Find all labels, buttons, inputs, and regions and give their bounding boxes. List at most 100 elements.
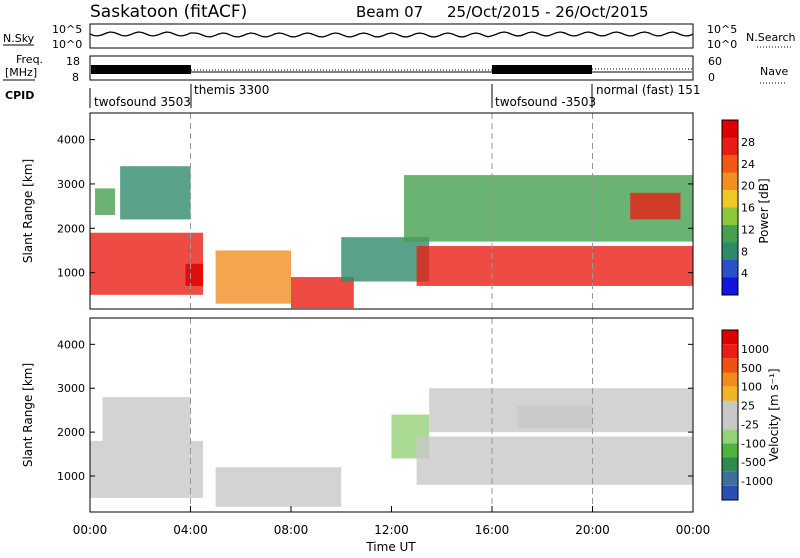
velocity-ytick-label-1: 2000 bbox=[57, 426, 85, 439]
velocity-panel: 1000 2000 3000 4000 Slant Range [km] 1000 50… bbox=[21, 317, 781, 554]
date-range: 25/Oct/2015 - 26/Oct/2015 bbox=[447, 3, 649, 21]
cpid-panel: CPID twofsound 3503 themis 3300 twofsoun… bbox=[5, 83, 700, 109]
station-title: Saskatoon (fitACF) bbox=[90, 2, 247, 22]
power-colorbar-band-5 bbox=[722, 190, 738, 208]
velocity-ytick-label-2: 3000 bbox=[57, 382, 85, 395]
nsky-tick-top: 10^5 bbox=[52, 23, 82, 36]
freq-block-1 bbox=[91, 65, 191, 74]
x-tick-label-6: 00:00 bbox=[676, 523, 711, 537]
velocity-colorbar-frame bbox=[721, 329, 739, 501]
power-region-0 bbox=[90, 232, 204, 295]
nsearch-tick-top: 10^5 bbox=[707, 23, 737, 36]
velocity-colorbar-band-3 bbox=[722, 443, 738, 458]
power-colorbar-band-3 bbox=[722, 225, 738, 243]
freq-panel: Freq. [MHz] 18 8 60 0 Nave bbox=[3, 53, 788, 84]
nave-label: Nave bbox=[760, 65, 788, 78]
x-tick-label-2: 08:00 bbox=[274, 523, 309, 537]
beam-label: Beam 07 bbox=[356, 3, 423, 21]
velocity-colorbar: 1000 500 100 25 -25 -100 -500 -1000 bbox=[721, 329, 773, 501]
cpid-label: CPID bbox=[5, 89, 34, 102]
power-panel: 1000 2000 3000 4000 Slant Range [km] 4 8 12 16… bbox=[21, 112, 771, 310]
velocity-colorbar-band-9 bbox=[722, 358, 738, 373]
velocity-region-6 bbox=[517, 405, 593, 428]
velocity-colorbar-band-8 bbox=[722, 372, 738, 387]
velocity-colorbar-band-7 bbox=[722, 386, 738, 401]
power-region-3 bbox=[120, 166, 191, 220]
power-ylabel: Slant Range [km] bbox=[21, 159, 35, 263]
nave-tick-top: 60 bbox=[708, 55, 722, 68]
power-colorbar-band-7 bbox=[722, 155, 738, 173]
x-tick-label-1: 04:00 bbox=[173, 523, 208, 537]
nsky-trace bbox=[89, 31, 694, 38]
power-colorbar-tick-3: 16 bbox=[741, 202, 755, 215]
velocity-colorbar-band-6 bbox=[722, 400, 738, 415]
nave-tick-bottom: 0 bbox=[708, 71, 715, 84]
power-ytick-label-3: 4000 bbox=[57, 134, 85, 147]
power-colorbar-tick-1: 8 bbox=[741, 245, 748, 258]
nsky-tick-bottom: 10^0 bbox=[52, 38, 82, 51]
velocity-colorbar-tick-5: -100 bbox=[741, 437, 766, 450]
power-colorbar-tick-5: 24 bbox=[741, 158, 755, 171]
power-region-6 bbox=[341, 237, 430, 282]
power-ytick-label-2: 3000 bbox=[57, 178, 85, 191]
power-ytick-label-1: 2000 bbox=[57, 222, 85, 235]
cpid-segment-4: normal (fast) 151 bbox=[596, 83, 700, 97]
velocity-region-4 bbox=[416, 436, 693, 485]
power-ytick-label-0: 1000 bbox=[57, 267, 85, 280]
power-colorbar-band-8 bbox=[722, 137, 738, 155]
power-colorbar-frame bbox=[721, 119, 739, 296]
power-colorbar-tick-4: 20 bbox=[741, 180, 755, 193]
x-tick-label-5: 20:00 bbox=[575, 523, 610, 537]
velocity-region-1 bbox=[102, 397, 191, 441]
velocity-colorbar-band-10 bbox=[722, 344, 738, 359]
nsky-panel: N.Sky 10^5 10^0 10^5 10^0 N.Search bbox=[3, 23, 796, 51]
power-region-2 bbox=[95, 188, 116, 215]
velocity-ytick-label-3: 4000 bbox=[57, 338, 85, 351]
power-colorbar-band-1 bbox=[722, 260, 738, 278]
velocity-colorbar-label: Velocity [m s⁻¹] bbox=[767, 368, 781, 461]
power-colorbar-tick-6: 28 bbox=[741, 136, 755, 149]
power-region-9 bbox=[630, 192, 681, 220]
freq-label: Freq. bbox=[16, 53, 43, 66]
velocity-colorbar-tick-7: -1000 bbox=[741, 475, 773, 488]
x-tick-label-3: 12:00 bbox=[374, 523, 409, 537]
nsky-label: N.Sky bbox=[3, 32, 35, 45]
velocity-colorbar-tick-6: -500 bbox=[741, 456, 766, 469]
nsearch-tick-bottom: 10^0 bbox=[707, 38, 737, 51]
cpid-segment-3: twofsound -3503 bbox=[495, 95, 596, 109]
velocity-region-2 bbox=[215, 467, 342, 507]
cpid-segment-2: themis 3300 bbox=[194, 83, 269, 97]
velocity-ytick-label-0: 1000 bbox=[57, 470, 85, 483]
velocity-ylabel: Slant Range [km] bbox=[21, 363, 35, 467]
velocity-colorbar-band-5 bbox=[722, 415, 738, 430]
velocity-colorbar-band-4 bbox=[722, 429, 738, 444]
power-region-1 bbox=[185, 263, 204, 286]
freq-unit: [MHz] bbox=[5, 66, 37, 79]
power-colorbar-tick-2: 12 bbox=[741, 223, 755, 236]
velocity-colorbar-tick-2: 100 bbox=[741, 381, 762, 394]
velocity-colorbar-tick-3: 25 bbox=[741, 400, 755, 413]
freq-tick-bottom: 8 bbox=[72, 71, 79, 84]
velocity-colorbar-tick-1: 500 bbox=[741, 362, 762, 375]
power-colorbar-band-6 bbox=[722, 172, 738, 190]
power-colorbar-tick-0: 4 bbox=[741, 267, 748, 280]
power-region-5 bbox=[291, 277, 354, 309]
freq-block-2 bbox=[492, 65, 592, 74]
velocity-colorbar-tick-4: -25 bbox=[741, 418, 759, 431]
velocity-colorbar-band-2 bbox=[722, 457, 738, 472]
power-region-7 bbox=[416, 246, 693, 286]
power-colorbar-band-0 bbox=[722, 277, 738, 295]
nsearch-label: N.Search bbox=[746, 31, 796, 44]
power-colorbar-band-9 bbox=[722, 120, 738, 138]
velocity-colorbar-band-11 bbox=[722, 330, 738, 345]
velocity-colorbar-band-0 bbox=[722, 485, 738, 500]
x-axis-label: Time UT bbox=[365, 540, 416, 554]
power-colorbar-band-2 bbox=[722, 242, 738, 260]
velocity-colorbar-band-1 bbox=[722, 471, 738, 486]
power-colorbar: 4 8 12 16 20 24 28 bbox=[721, 119, 755, 296]
freq-tick-top: 18 bbox=[66, 55, 80, 68]
power-colorbar-band-4 bbox=[722, 207, 738, 225]
velocity-region-0 bbox=[90, 440, 204, 498]
